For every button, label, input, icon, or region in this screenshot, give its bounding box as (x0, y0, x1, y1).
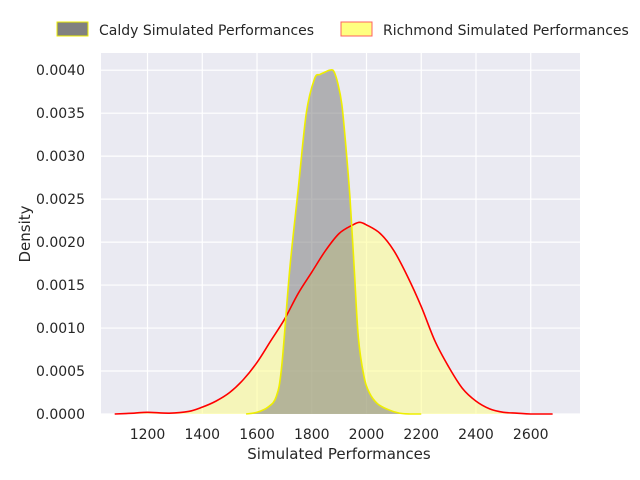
x-tick-label: 2400 (458, 427, 494, 443)
x-tick-label: 1800 (294, 427, 330, 443)
y-tick-label: 0.0010 (36, 321, 85, 337)
x-axis-label: Simulated Performances (247, 445, 431, 463)
x-tick-label: 2200 (403, 427, 439, 443)
y-tick-label: 0.0020 (36, 235, 85, 251)
y-tick-label: 0.0040 (36, 63, 85, 79)
legend-label-richmond: Richmond Simulated Performances (383, 23, 629, 39)
legend-swatch-richmond (340, 21, 373, 37)
density-area-caldy (246, 69, 422, 414)
x-tick-label: 1600 (239, 427, 275, 443)
legend-swatch-caldy (56, 21, 89, 37)
legend-label-caldy: Caldy Simulated Performances (99, 23, 314, 39)
density-areas (114, 68, 553, 415)
y-tick-label: 0.0030 (36, 149, 85, 165)
y-tick-label: 0.0015 (36, 278, 85, 294)
density-line-caldy (245, 68, 422, 415)
x-tick-label: 2000 (349, 427, 385, 443)
y-tick-label: 0.0035 (36, 106, 85, 122)
x-tick-label: 1200 (130, 427, 166, 443)
x-tick-label: 2600 (513, 427, 549, 443)
density-line-richmond (114, 221, 553, 415)
x-axis-ticks: 1200 1400 1600 1800 2000 2200 2400 2600 (130, 427, 549, 443)
y-axis-ticks: 0.0000 0.0005 0.0010 0.0015 0.0020 0.0025 0.00… (36, 63, 85, 423)
y-tick-label: 0.0000 (36, 407, 85, 423)
y-axis-label: Density (16, 205, 34, 262)
x-tick-label: 1400 (184, 427, 220, 443)
legend: Caldy Simulated Performances Richmond Si… (56, 21, 629, 39)
y-tick-label: 0.0025 (36, 192, 85, 208)
y-tick-label: 0.0005 (36, 364, 85, 380)
